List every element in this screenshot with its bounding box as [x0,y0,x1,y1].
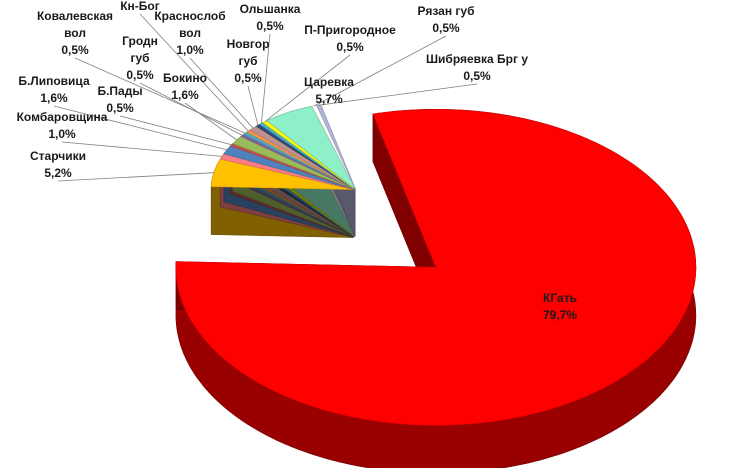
slice-label: Кн-Бог [120,0,160,13]
slice-label: Комбаровщина 1,0% [17,110,108,141]
leader-line [139,13,249,132]
pie-slice [262,120,355,189]
slice-label: КГать 79,7% [543,291,577,322]
leader-line [247,85,259,126]
slice-label: Ковалевская вол 0,5% [37,9,113,57]
leader-line [318,83,478,106]
slice-label: Б.Пады 0,5% [97,84,142,115]
slice-label: Рязан губ 0,5% [418,4,475,35]
leader-line [119,115,232,146]
slice-label: Ольшанка 0,5% [240,2,301,33]
leader-line [184,102,238,141]
pie-slice [175,109,697,426]
slice-label: Новгор губ 0,5% [227,37,270,85]
leader-line [57,172,214,182]
leader-line [74,57,246,134]
slice-label: Царевка 5,7% [304,75,354,106]
leader-line [61,141,223,157]
pie-slice [210,158,354,190]
slice-label: Б.Липовица 1,6% [18,74,90,105]
slice-label: Краснослоб вол 1,0% [154,9,225,57]
slice-label: П-Пригородное 0,5% [304,23,396,54]
slice-label: Бокино 1,6% [163,71,207,102]
leader-line [314,35,447,107]
leader-line [189,57,254,129]
slice-label: Гродн губ 0,5% [122,34,158,82]
leader-line [53,105,228,151]
leader-line [264,54,351,123]
pie-slice [266,106,355,189]
slice-label: Старчики 5,2% [30,149,86,180]
leader-line [261,33,271,124]
slice-label: Шибряевка Брг у 0,5% [426,52,528,83]
